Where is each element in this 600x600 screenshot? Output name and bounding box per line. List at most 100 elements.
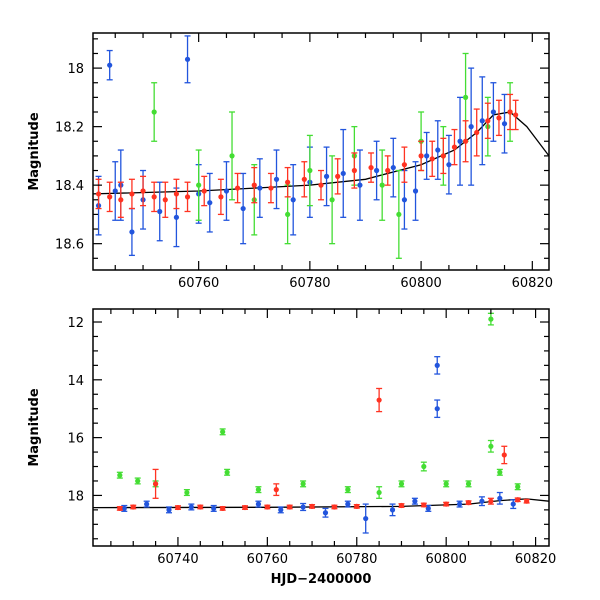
data-point: [514, 483, 521, 491]
data-point: [300, 480, 307, 488]
point-marker: [329, 197, 335, 203]
point-marker: [479, 498, 485, 504]
point-marker: [465, 481, 472, 487]
point-marker: [376, 397, 382, 403]
data-point: [389, 503, 396, 517]
point-marker: [496, 115, 502, 121]
point-marker: [173, 214, 180, 220]
data-point: [106, 181, 113, 213]
point-marker: [474, 129, 480, 136]
data-point: [356, 149, 363, 221]
data-point: [344, 486, 351, 494]
data-point: [323, 146, 330, 207]
x-tick-label: 60740: [157, 552, 198, 567]
point-marker: [412, 188, 419, 194]
point-marker: [268, 185, 274, 191]
point-marker: [318, 182, 324, 188]
point-marker: [188, 504, 194, 510]
data-point: [301, 161, 308, 198]
top-panel: 60760 60780 60800 60820 18 18.2 18.4 18.6 Magni…: [27, 32, 553, 291]
data-point: [395, 169, 402, 259]
data-point: [121, 504, 128, 512]
point-marker: [340, 170, 346, 177]
data-point: [195, 149, 202, 221]
data-point: [495, 99, 502, 137]
bottom-y-axis-title: Magnitude: [27, 388, 42, 467]
data-point: [368, 152, 375, 183]
point-marker: [175, 504, 181, 511]
point-marker: [389, 507, 396, 513]
x-tick-label: 60760: [178, 276, 219, 291]
data-point: [351, 152, 358, 189]
bottom-panel: 60740 60760 60780 60800 60820 12 14 16 18 Magnit…: [27, 308, 556, 587]
data-point: [507, 93, 514, 131]
data-point: [206, 172, 213, 233]
point-marker: [173, 191, 180, 197]
point-marker: [242, 504, 248, 511]
data-point: [284, 166, 291, 198]
data-point: [390, 137, 397, 198]
y-tick-label: 18: [67, 62, 84, 77]
data-point: [510, 499, 517, 510]
data-point: [128, 178, 135, 210]
point-marker: [307, 167, 313, 174]
point-marker: [287, 504, 293, 510]
data-point: [473, 108, 480, 157]
point-marker: [121, 505, 127, 512]
point-marker: [501, 121, 508, 127]
data-point: [116, 471, 123, 479]
point-marker: [331, 504, 338, 510]
data-point: [273, 149, 280, 210]
data-point: [152, 468, 159, 499]
y-tick-label: 16: [67, 432, 84, 447]
point-marker: [374, 167, 380, 174]
point-marker: [456, 501, 463, 507]
point-marker: [157, 208, 163, 215]
point-marker: [278, 507, 284, 513]
point-marker: [112, 188, 118, 194]
data-point: [512, 99, 519, 131]
data-point: [112, 161, 119, 221]
data-point: [425, 504, 432, 512]
data-point: [418, 140, 425, 172]
point-marker: [107, 62, 113, 68]
data-point: [398, 502, 405, 509]
data-point: [309, 503, 316, 510]
data-point: [490, 82, 497, 142]
data-point: [277, 506, 284, 514]
point-marker: [468, 124, 474, 130]
point-marker: [207, 200, 213, 206]
y-tick-label: 18.6: [55, 238, 84, 253]
point-marker: [140, 188, 146, 194]
data-point: [184, 181, 191, 213]
point-marker: [497, 469, 503, 475]
data-point: [465, 500, 472, 506]
point-marker: [490, 109, 496, 115]
point-marker: [255, 501, 262, 507]
data-point: [353, 503, 360, 510]
top-plot-area: [93, 35, 549, 259]
point-marker: [421, 463, 427, 470]
data-point: [434, 399, 441, 419]
data-point: [95, 178, 102, 210]
data-point: [487, 312, 494, 326]
data-point: [340, 128, 347, 218]
point-marker: [451, 144, 458, 150]
data-point: [240, 172, 247, 245]
data-point: [420, 502, 427, 508]
point-marker: [446, 162, 452, 168]
point-marker: [363, 515, 369, 522]
point-marker: [398, 481, 405, 487]
data-point: [456, 500, 463, 508]
x-tick-label: 60800: [400, 276, 441, 291]
data-point: [487, 439, 494, 453]
point-marker: [524, 498, 530, 504]
data-point: [286, 504, 293, 510]
data-point: [255, 500, 262, 508]
point-marker: [229, 153, 235, 159]
data-point: [256, 158, 263, 218]
data-point: [462, 120, 469, 163]
bottom-axis-ticks: 60740 60760 60780 60800 60820 12 14 16 18: [67, 309, 556, 567]
data-point: [401, 146, 408, 183]
